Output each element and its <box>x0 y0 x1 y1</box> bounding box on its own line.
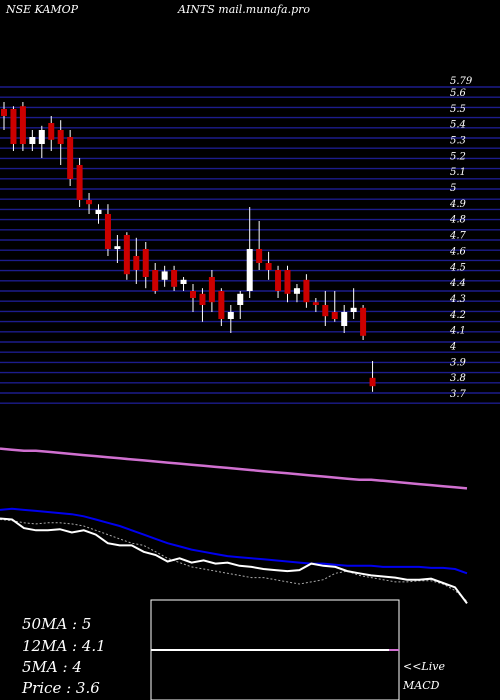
price-tick-label: 4 <box>449 341 456 352</box>
candle-up <box>350 307 357 312</box>
candle-down <box>76 165 83 200</box>
candle-up <box>341 312 348 326</box>
price-tick-label: 5.3 <box>450 136 466 147</box>
price-tick-label: 3.7 <box>450 389 467 400</box>
price-tick-label: 5.2 <box>450 151 466 162</box>
candle-up <box>29 137 36 144</box>
candle-up <box>227 312 234 319</box>
price-tick-label: 4.7 <box>449 231 467 242</box>
candle-down <box>199 293 206 305</box>
candle-down <box>369 377 376 387</box>
price-tick-label: 4.6 <box>449 246 467 257</box>
candle-down <box>360 307 367 336</box>
candle-down <box>275 270 282 291</box>
site-label: AINTS mail.munafa.pro <box>177 3 310 16</box>
candle-down <box>322 305 329 317</box>
candle-down <box>123 235 130 275</box>
moving-average-lines <box>0 447 468 604</box>
price-top-label: 5.79 <box>450 76 473 87</box>
candle-down <box>48 123 55 140</box>
candle-up <box>114 246 121 249</box>
candle-down <box>218 291 225 319</box>
candles <box>1 102 376 392</box>
price-tick-label: 5.1 <box>450 167 466 178</box>
candle-down <box>86 200 93 205</box>
price-tick-label: 4.3 <box>449 294 466 305</box>
candle-up <box>161 271 168 280</box>
price-tick-label: 5.5 <box>450 104 466 115</box>
candle-down <box>265 263 272 270</box>
ma12-line <box>0 507 468 575</box>
candle-down <box>104 214 111 249</box>
macd-live-label: <<Live <box>403 660 445 673</box>
candle-down <box>303 279 310 303</box>
price-tick-label: 4.4 <box>449 278 466 289</box>
candle-up <box>246 249 253 291</box>
price-line <box>0 517 468 604</box>
candle-down <box>152 270 159 291</box>
ma50-line <box>0 447 468 490</box>
price-tick-label: 3.9 <box>450 357 467 368</box>
price-axis: 5.6 5.5 5.4 5.3 5.2 5.1 5 4.9 4.8 4.7 4.6 4.5 4.4 4.3… <box>449 76 473 400</box>
macd-label: MACD <box>402 679 440 692</box>
ticker-label: NSE KAMOP <box>5 3 79 16</box>
price-tick-label: 4.8 <box>449 215 466 226</box>
candle-down <box>57 130 64 144</box>
legend-ma50: 50MA : 5 <box>22 615 91 633</box>
candle-down <box>331 312 338 319</box>
price-tick-label: 4.5 <box>449 262 466 273</box>
candle-up <box>180 279 187 284</box>
candle-down <box>312 302 319 305</box>
candle-down <box>284 270 291 294</box>
candle-down <box>208 277 215 303</box>
candle-down <box>171 270 178 287</box>
candle-down <box>10 109 17 144</box>
candle-up <box>237 293 244 305</box>
candle-down <box>1 109 7 116</box>
candle-down <box>67 137 74 179</box>
legend-ma12: 12MA : 4.1 <box>22 637 106 655</box>
legend-ma5: 5MA : 4 <box>22 658 82 676</box>
candle-down <box>19 106 26 144</box>
candle-down <box>133 256 140 270</box>
price-tick-label: 5.6 <box>450 88 467 99</box>
price-tick-label: 4.1 <box>449 326 466 337</box>
price-tick-label: 4.2 <box>449 310 466 321</box>
candle-up <box>38 130 45 144</box>
candle-up <box>95 209 102 214</box>
candle-up <box>293 288 300 294</box>
price-tick-label: 3.8 <box>450 373 466 384</box>
candle-down <box>256 249 263 263</box>
price-tick-label: 5.4 <box>450 120 466 131</box>
legend-price: Price : 3.6 <box>21 679 100 697</box>
price-tick-label: 5 <box>450 183 456 194</box>
candle-down <box>142 249 149 277</box>
price-tick-label: 4.9 <box>449 199 467 210</box>
candle-down <box>190 291 196 298</box>
